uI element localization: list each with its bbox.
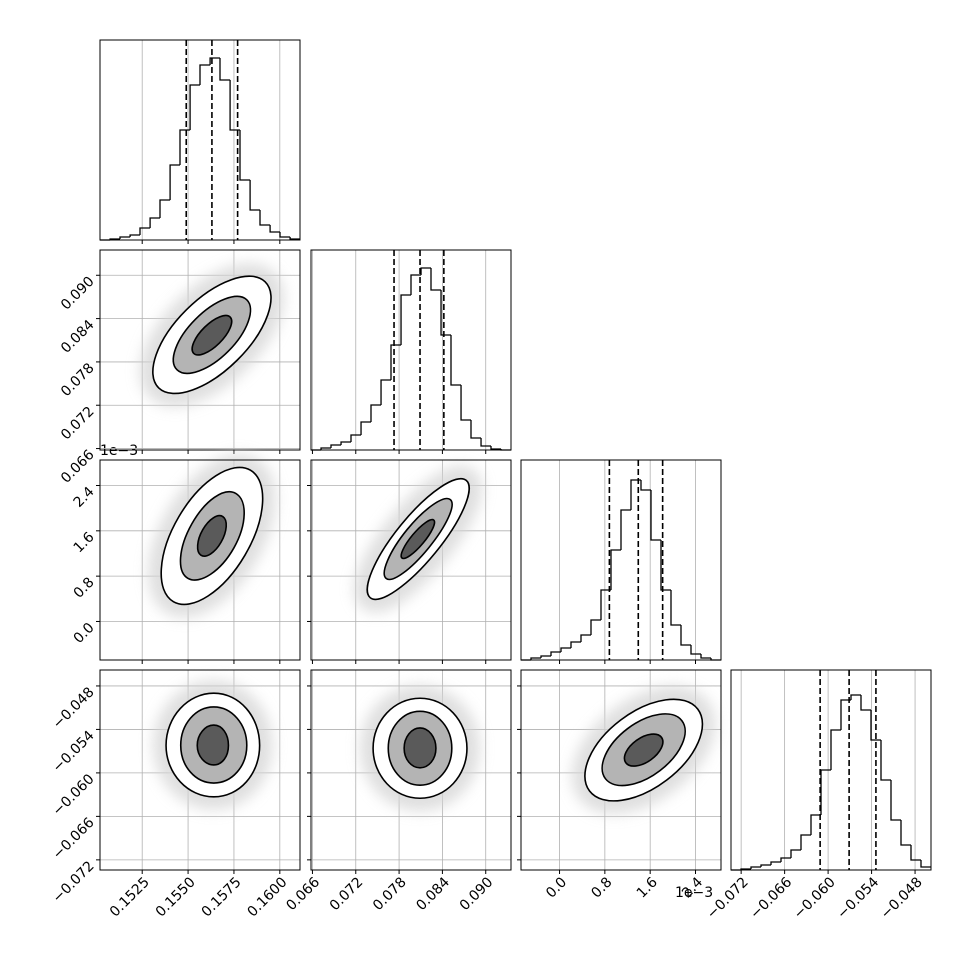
histogram-step bbox=[770, 861, 781, 865]
panel-frame bbox=[99, 669, 301, 871]
histogram-step bbox=[850, 694, 861, 700]
histogram-step bbox=[279, 232, 291, 238]
histogram-step bbox=[680, 625, 691, 646]
histogram-step bbox=[420, 267, 431, 275]
histogram-step bbox=[530, 657, 541, 660]
histogram-step bbox=[840, 699, 851, 730]
histogram-step bbox=[750, 866, 761, 869]
histogram-step bbox=[410, 274, 422, 295]
histogram-step bbox=[440, 290, 451, 336]
offset-label: 1e−3 bbox=[100, 443, 138, 459]
histogram-step bbox=[219, 58, 231, 81]
histogram-step bbox=[580, 634, 591, 642]
histogram-step bbox=[780, 857, 791, 862]
histogram-step bbox=[239, 130, 251, 181]
histogram-step bbox=[380, 379, 391, 405]
contour bbox=[191, 314, 233, 356]
histogram-step bbox=[800, 834, 811, 850]
histogram-step bbox=[390, 344, 402, 380]
histogram-step bbox=[670, 590, 681, 626]
histogram-step bbox=[169, 164, 180, 200]
histogram-step bbox=[149, 217, 160, 228]
histogram-step bbox=[199, 64, 211, 85]
histogram-step bbox=[910, 845, 921, 861]
histogram-step bbox=[820, 769, 831, 815]
histogram-step bbox=[920, 860, 931, 868]
histogram-step bbox=[860, 695, 871, 711]
histogram-step bbox=[540, 655, 551, 658]
histogram-step bbox=[400, 294, 411, 345]
histogram-step bbox=[570, 641, 581, 648]
histogram-step bbox=[610, 549, 621, 590]
histogram-step bbox=[880, 740, 891, 781]
histogram-step bbox=[350, 434, 362, 442]
histogram-step bbox=[229, 80, 240, 131]
histogram-step bbox=[660, 540, 671, 591]
histogram-step bbox=[189, 84, 200, 130]
histogram-step bbox=[129, 234, 140, 237]
histogram-step bbox=[460, 385, 471, 421]
histogram-step bbox=[470, 420, 482, 439]
histogram-step bbox=[700, 654, 711, 659]
contour bbox=[196, 514, 227, 557]
histogram-step bbox=[360, 421, 371, 435]
histogram-step bbox=[370, 404, 382, 422]
histogram-step bbox=[790, 849, 801, 858]
histogram-step bbox=[269, 225, 280, 233]
histogram-step bbox=[430, 268, 442, 291]
histogram-step bbox=[259, 210, 271, 226]
histogram-step bbox=[450, 335, 462, 386]
histogram-step bbox=[209, 57, 220, 65]
panel-frame bbox=[520, 459, 722, 661]
contour bbox=[196, 724, 230, 766]
panel-frame bbox=[310, 249, 512, 451]
histogram-step bbox=[119, 236, 131, 239]
histogram-step bbox=[830, 729, 841, 770]
histogram-step bbox=[890, 780, 901, 821]
panel-frame bbox=[310, 669, 512, 871]
histogram-step bbox=[249, 180, 260, 211]
offset-label: 1e−3 bbox=[675, 885, 713, 901]
contour bbox=[623, 733, 664, 767]
histogram-step bbox=[690, 645, 701, 655]
histogram-step bbox=[550, 651, 561, 656]
histogram-step bbox=[340, 441, 351, 445]
histogram-step bbox=[810, 814, 821, 835]
histogram-step bbox=[650, 490, 661, 541]
panel-frame bbox=[520, 669, 722, 871]
histogram-step bbox=[590, 619, 601, 635]
panel-frame bbox=[99, 459, 301, 661]
panel-frame bbox=[730, 669, 932, 871]
contour bbox=[400, 518, 436, 560]
histogram-step bbox=[490, 446, 502, 450]
histogram-step bbox=[289, 237, 300, 240]
histogram-step bbox=[620, 509, 631, 550]
contour bbox=[403, 727, 437, 769]
histogram-step bbox=[320, 447, 331, 450]
histogram-step bbox=[600, 589, 611, 620]
histogram-step bbox=[330, 444, 342, 448]
histogram-step bbox=[139, 227, 151, 235]
histogram-step bbox=[480, 438, 491, 447]
histogram-step bbox=[159, 199, 171, 218]
histogram-step bbox=[760, 864, 771, 867]
panel-frame bbox=[99, 249, 301, 451]
panel-frame bbox=[310, 459, 512, 661]
histogram-step bbox=[640, 480, 651, 491]
histogram-step bbox=[900, 820, 911, 846]
histogram-step bbox=[560, 647, 571, 652]
histogram-step bbox=[870, 710, 881, 741]
panel-frame bbox=[99, 39, 301, 241]
